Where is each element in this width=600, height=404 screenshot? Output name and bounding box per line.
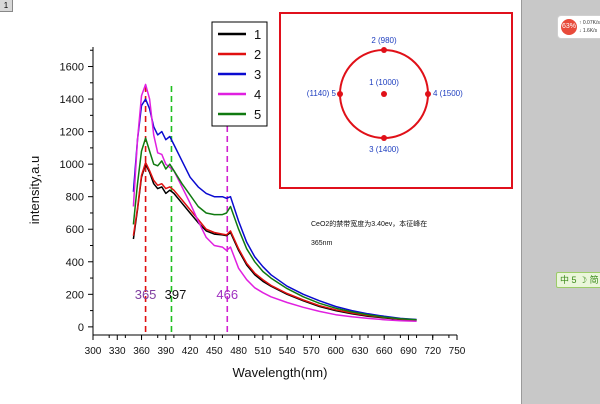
download-speed: ↓ 1.6K/s	[579, 28, 598, 34]
x-tick-label: 360	[133, 346, 150, 357]
speed-badge[interactable]: 63%	[561, 19, 577, 35]
point-label-top: 2 (980)	[371, 36, 397, 45]
chart-axes: 0 200 400 600 800 1000 1200 1400 1600 300 330 360 39…	[60, 47, 466, 357]
download-speed-value: 1.6K/s	[582, 28, 598, 34]
point-label-center: 1 (1000)	[369, 78, 399, 87]
series-line-1	[132, 163, 417, 322]
annotation-note: CeO2的禁带宽度为3.40ev，本征峰在	[311, 221, 428, 228]
y-tick-label: 200	[66, 289, 84, 301]
upload-speed-value: 0.07K/s	[582, 20, 600, 26]
x-tick-label: 450	[206, 346, 223, 357]
network-speed-widget[interactable]: 63% ↑ 0.07K/s ↓ 1.6K/s	[557, 15, 600, 39]
legend-label: 5	[254, 107, 261, 122]
legend-label: 4	[254, 87, 261, 102]
x-tick-label: 750	[449, 346, 466, 357]
x-tick-label: 720	[424, 346, 441, 357]
point-label-left: (1140) 5	[307, 89, 337, 98]
x-tick-label: 600	[327, 346, 344, 357]
right-dot	[425, 91, 431, 97]
series-line-3	[132, 98, 417, 321]
left-dot	[337, 91, 343, 97]
annotation-note-wavelength: 365nm	[311, 240, 333, 247]
peak-label: 397	[165, 287, 187, 302]
x-tick-label: 570	[303, 346, 320, 357]
x-axis-label: Wavelength(nm)	[233, 365, 328, 380]
y-tick-label: 1000	[60, 159, 84, 171]
y-tick-label: 800	[66, 192, 84, 204]
peak-label: 365	[135, 287, 157, 302]
peak-label: 466	[216, 287, 238, 302]
y-tick-label: 1200	[60, 127, 84, 139]
electrode-diagram: 2 (980) 1 (1000) (1140) 5 4 (1500) 3 (14…	[307, 36, 463, 154]
chart-legend: 1 2 3 4 5	[211, 21, 268, 127]
y-axis-label: intensity,a.u	[27, 156, 42, 224]
series-line-5	[132, 137, 417, 321]
y-tick-label: 0	[78, 322, 84, 334]
y-tick-label: 400	[66, 257, 84, 269]
chart-series	[132, 83, 417, 322]
point-label-right: 4 (1500)	[433, 89, 463, 98]
center-dot	[381, 91, 387, 97]
electrode-inset: 2 (980) 1 (1000) (1140) 5 4 (1500) 3 (14…	[279, 12, 513, 189]
x-tick-label: 300	[85, 346, 102, 357]
legend-label: 3	[254, 67, 261, 82]
tab-number[interactable]: 1	[0, 0, 13, 12]
top-dot	[381, 47, 387, 53]
legend-label: 2	[254, 47, 261, 62]
x-tick-label: 540	[279, 346, 296, 357]
x-tick-label: 690	[400, 346, 417, 357]
x-tick-label: 660	[376, 346, 393, 357]
x-tick-label: 510	[255, 346, 272, 357]
peak-labels: 365 397 466	[135, 287, 238, 302]
y-tick-label: 600	[66, 224, 84, 236]
y-tick-label: 1600	[60, 62, 84, 74]
x-tick-label: 630	[352, 346, 369, 357]
series-line-2	[132, 161, 417, 321]
x-tick-label: 390	[157, 346, 174, 357]
side-panel	[521, 0, 600, 404]
upload-speed: ↑ 0.07K/s	[579, 20, 600, 26]
bottom-dot	[381, 135, 387, 141]
legend-label: 1	[254, 27, 261, 42]
point-label-bottom: 3 (1400)	[369, 145, 399, 154]
input-method-badge[interactable]: 中 5 ☽ 简	[556, 272, 600, 288]
x-tick-label: 420	[182, 346, 199, 357]
series-line-4	[132, 83, 417, 322]
x-tick-label: 330	[109, 346, 126, 357]
y-tick-label: 1400	[60, 94, 84, 106]
x-tick-label: 480	[230, 346, 247, 357]
